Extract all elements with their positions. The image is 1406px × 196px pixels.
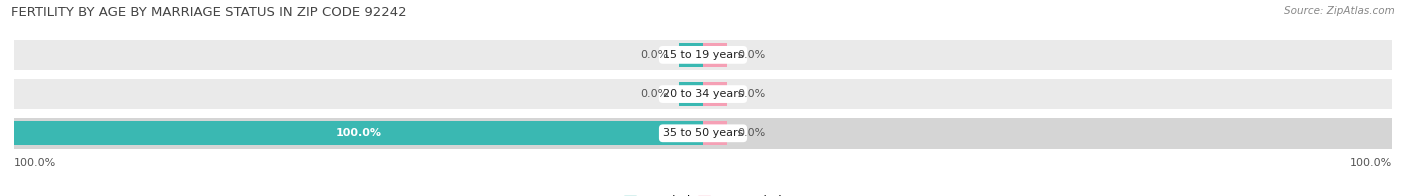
Bar	[14, 121, 703, 145]
Text: 0.0%: 0.0%	[738, 128, 766, 138]
Bar	[14, 79, 1392, 109]
Bar	[14, 40, 1392, 70]
Text: 0.0%: 0.0%	[640, 89, 669, 99]
Text: 35 to 50 years: 35 to 50 years	[662, 128, 744, 138]
Text: 20 to 34 years: 20 to 34 years	[662, 89, 744, 99]
Text: 100.0%: 100.0%	[1350, 158, 1392, 168]
Legend: Married, Unmarried: Married, Unmarried	[624, 195, 782, 196]
Text: 100.0%: 100.0%	[14, 158, 56, 168]
Bar	[14, 118, 1392, 149]
Text: 0.0%: 0.0%	[640, 50, 669, 60]
Text: 100.0%: 100.0%	[336, 128, 381, 138]
Bar	[703, 121, 727, 145]
Text: FERTILITY BY AGE BY MARRIAGE STATUS IN ZIP CODE 92242: FERTILITY BY AGE BY MARRIAGE STATUS IN Z…	[11, 6, 406, 19]
Bar	[679, 43, 703, 67]
Bar	[703, 82, 727, 106]
Text: 0.0%: 0.0%	[738, 89, 766, 99]
Text: 0.0%: 0.0%	[738, 50, 766, 60]
Bar	[703, 43, 727, 67]
Text: Source: ZipAtlas.com: Source: ZipAtlas.com	[1284, 6, 1395, 16]
Text: 15 to 19 years: 15 to 19 years	[662, 50, 744, 60]
Bar	[679, 82, 703, 106]
